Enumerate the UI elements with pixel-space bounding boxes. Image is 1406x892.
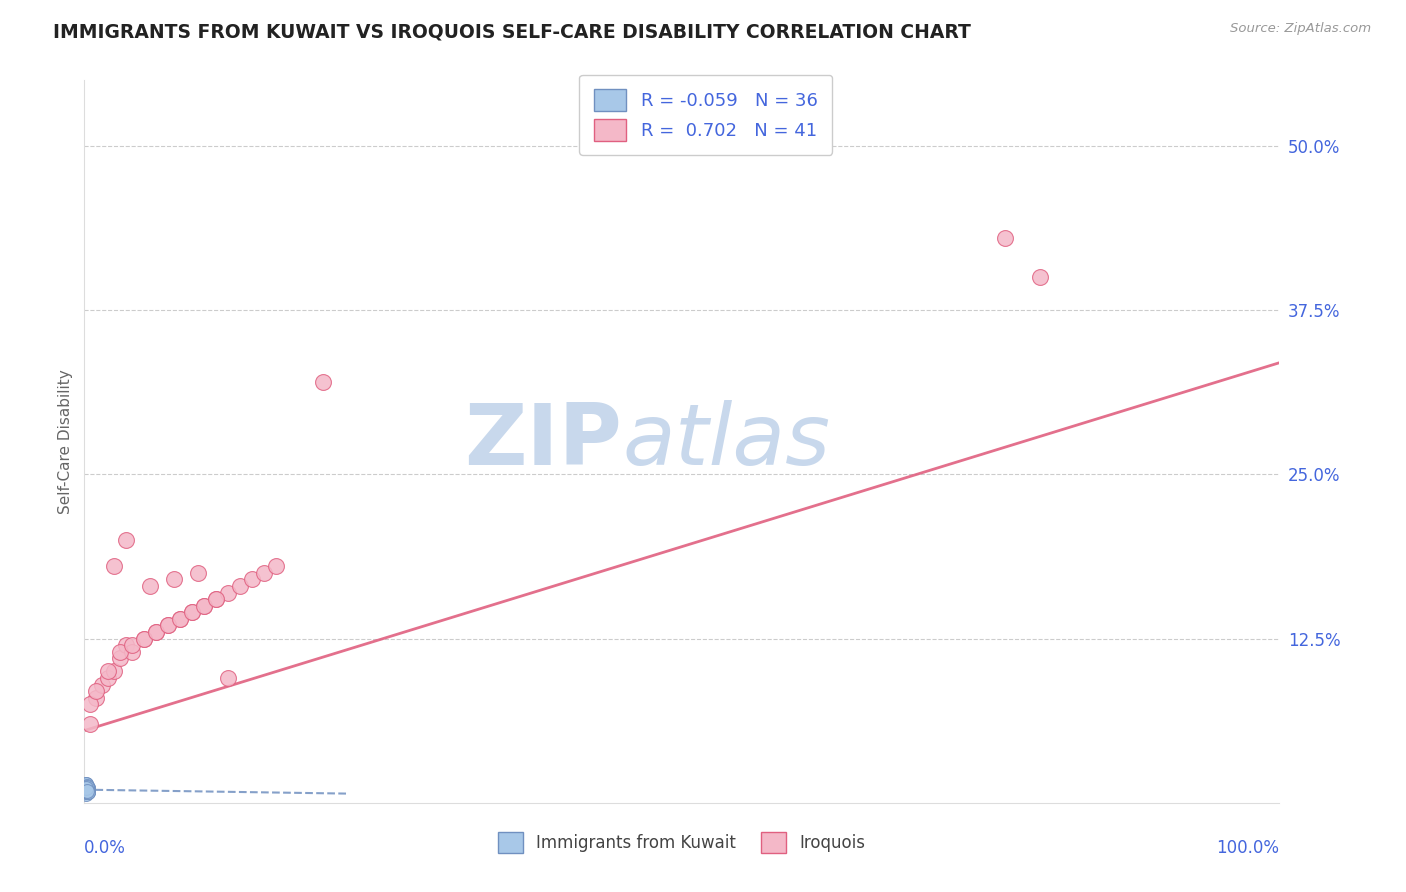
Point [121, 638, 143, 652]
Point [77, 784, 100, 798]
Point [97, 671, 120, 685]
Point [77, 782, 100, 797]
Point [169, 612, 191, 626]
Point [193, 599, 215, 613]
Point [76, 782, 98, 797]
Point [163, 573, 186, 587]
Point [76, 784, 98, 798]
Point [86, 684, 108, 698]
Point [187, 566, 209, 580]
Point [110, 651, 132, 665]
Point [229, 579, 252, 593]
Point [86, 690, 108, 705]
Point [75, 780, 97, 794]
Point [77, 785, 100, 799]
Text: 0.0%: 0.0% [84, 838, 127, 857]
Point [75, 780, 97, 794]
Point [75, 785, 97, 799]
Point [157, 618, 180, 632]
Point [77, 785, 100, 799]
Point [79, 717, 101, 731]
Text: 100.0%: 100.0% [1216, 838, 1279, 857]
Point [77, 781, 100, 796]
Point [205, 592, 228, 607]
Point [312, 376, 335, 390]
Point [75, 784, 97, 798]
Point [77, 781, 100, 796]
Point [145, 625, 167, 640]
Point [132, 632, 156, 646]
Point [75, 777, 97, 791]
Point [157, 618, 180, 632]
Point [115, 638, 138, 652]
Point [75, 782, 97, 797]
Point [97, 665, 120, 679]
Point [1029, 270, 1052, 285]
Point [77, 781, 100, 796]
Point [75, 781, 97, 796]
Point [264, 559, 287, 574]
Point [115, 533, 138, 547]
Point [132, 632, 156, 646]
Point [217, 671, 239, 685]
Point [103, 665, 125, 679]
Point [75, 777, 97, 791]
Point [205, 592, 228, 607]
Text: Source: ZipAtlas.com: Source: ZipAtlas.com [1230, 22, 1371, 36]
Point [75, 785, 97, 799]
Point [76, 782, 98, 797]
Point [110, 645, 132, 659]
Text: atlas: atlas [623, 400, 830, 483]
Point [76, 781, 98, 796]
Point [76, 784, 98, 798]
Point [193, 599, 215, 613]
Point [91, 677, 114, 691]
Point [103, 559, 125, 574]
Text: ZIP: ZIP [464, 400, 623, 483]
Point [76, 781, 98, 796]
Point [75, 779, 97, 793]
Point [121, 645, 143, 659]
Point [253, 566, 276, 580]
Point [77, 784, 100, 798]
Point [76, 784, 98, 798]
Point [139, 579, 162, 593]
Y-axis label: Self-Care Disability: Self-Care Disability [58, 369, 73, 514]
Point [217, 585, 239, 599]
Point [75, 779, 97, 793]
Point [75, 781, 97, 796]
Point [181, 605, 204, 619]
Point [76, 780, 98, 794]
Point [76, 782, 98, 797]
Point [994, 231, 1017, 245]
Text: IMMIGRANTS FROM KUWAIT VS IROQUOIS SELF-CARE DISABILITY CORRELATION CHART: IMMIGRANTS FROM KUWAIT VS IROQUOIS SELF-… [53, 22, 972, 41]
Point [75, 787, 97, 801]
Point [79, 698, 101, 712]
Point [76, 780, 98, 794]
Legend: Immigrants from Kuwait, Iroquois: Immigrants from Kuwait, Iroquois [492, 826, 872, 860]
Point [76, 779, 98, 793]
Point [145, 625, 167, 640]
Point [240, 573, 263, 587]
Point [76, 782, 98, 797]
Point [76, 782, 98, 797]
Point [181, 605, 204, 619]
Point [169, 612, 191, 626]
Point [76, 780, 98, 794]
Point [77, 785, 100, 799]
